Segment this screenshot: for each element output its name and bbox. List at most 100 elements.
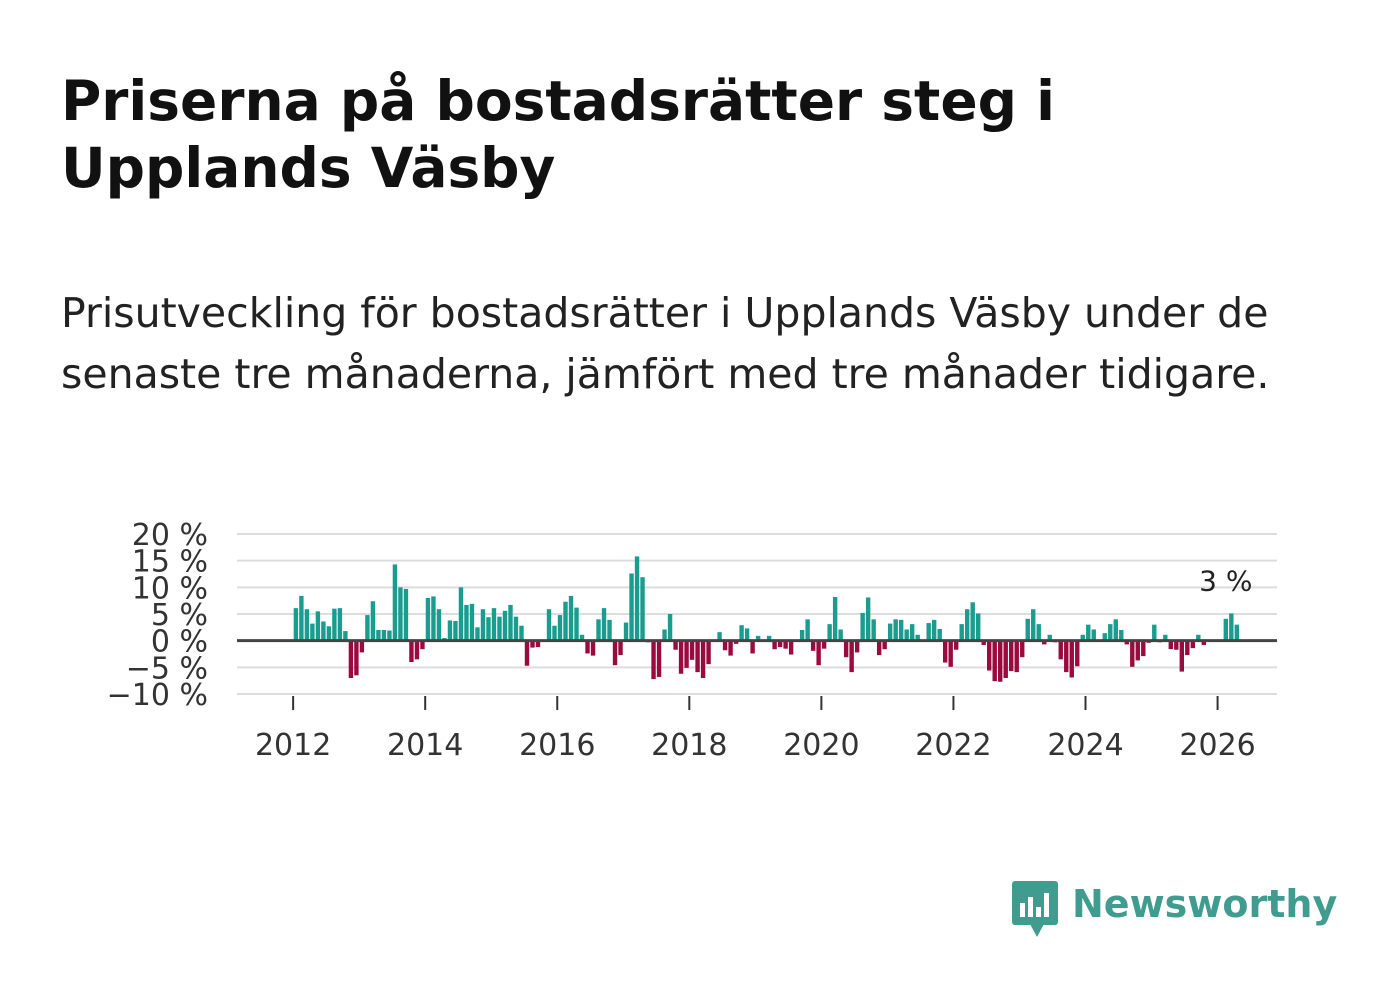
bar: [981, 640, 986, 645]
bar: [464, 604, 469, 641]
bar: [590, 640, 596, 656]
bar: [475, 627, 480, 641]
chart-subtitle: Prisutveckling för bostadsrätter i Uppla…: [61, 289, 1270, 398]
bar: [568, 595, 574, 641]
bar: [931, 619, 937, 641]
bar: [337, 608, 343, 641]
bar: [414, 640, 420, 660]
latest-value-label: 3 %: [1199, 565, 1252, 598]
bar: [491, 608, 497, 641]
y-tick-label: 5 %: [151, 598, 208, 633]
bar: [898, 619, 904, 641]
bar: [629, 573, 634, 641]
bar: [1075, 640, 1080, 667]
bar: [860, 612, 865, 641]
bar: [965, 609, 970, 641]
bar: [612, 640, 618, 666]
bar: [777, 640, 783, 648]
bar: [1025, 618, 1030, 641]
bar: [772, 640, 777, 650]
bar: [937, 628, 942, 641]
bar: [733, 640, 739, 644]
bar: [596, 619, 601, 641]
bar: [299, 595, 304, 641]
bar: [893, 619, 898, 641]
x-tick-label: 2016: [519, 728, 595, 763]
bar: [601, 608, 607, 641]
bar: [1091, 629, 1096, 641]
bar: [854, 640, 860, 653]
bar: [849, 640, 854, 673]
bar: [1179, 640, 1184, 672]
x-tick-label: 2024: [1047, 728, 1123, 763]
bar: [387, 630, 392, 641]
bar: [370, 601, 376, 641]
bar: [722, 640, 728, 651]
bar: [799, 630, 805, 641]
bar: [728, 640, 733, 656]
bar: [513, 616, 519, 641]
bar: [1196, 634, 1201, 641]
bar: [1229, 613, 1234, 641]
x-tick-label: 2026: [1179, 728, 1255, 763]
bar: [585, 640, 590, 654]
bar: [1031, 609, 1036, 641]
bar: [909, 624, 915, 641]
bar: [431, 596, 436, 641]
bar: [1234, 624, 1240, 641]
bar: [1130, 640, 1135, 667]
bar: [744, 628, 750, 641]
bar: [381, 630, 387, 641]
y-tick-label: 0 %: [151, 625, 208, 660]
x-tick-label: 2012: [255, 728, 331, 763]
bar: [1042, 640, 1047, 645]
bar: [332, 608, 337, 641]
bar: [403, 588, 409, 641]
bar: [420, 640, 425, 650]
brand-name: Newsworthy: [1072, 882, 1338, 926]
bar: [750, 640, 755, 654]
bar: [717, 632, 722, 641]
bar: [871, 619, 876, 641]
bar: [354, 640, 359, 676]
bar: [882, 640, 887, 650]
bar: [1163, 634, 1168, 641]
bar: [502, 610, 508, 641]
bar: [1108, 624, 1113, 641]
bar: [1174, 640, 1179, 650]
bar: [447, 620, 453, 641]
bar: [425, 598, 431, 641]
bar: [563, 601, 568, 641]
bar: [530, 640, 535, 648]
bar: [700, 640, 706, 678]
bar: [552, 625, 557, 641]
bar: [315, 611, 321, 641]
bar: [458, 587, 464, 641]
bar: [1223, 618, 1229, 641]
bar: [673, 640, 678, 650]
bar: [1135, 640, 1140, 661]
bar: [695, 640, 700, 673]
bar: [810, 640, 816, 651]
bar: [805, 619, 810, 641]
bar: [546, 609, 552, 641]
bar: [1152, 624, 1157, 641]
bar: [1047, 634, 1052, 641]
bar: [976, 613, 981, 641]
chart-annotation: 3 %: [1199, 565, 1252, 598]
bar: [667, 614, 673, 641]
bar: [398, 587, 403, 641]
page-title: Priserna på bostadsrätter steg i Uppland…: [61, 69, 1056, 200]
bar: [1102, 633, 1107, 641]
bar: [293, 608, 299, 641]
bar: [1190, 640, 1196, 649]
bar: [1141, 640, 1146, 657]
bar: [453, 620, 458, 641]
x-tick-label: 2018: [651, 728, 727, 763]
bar: [1036, 624, 1041, 641]
bar: [321, 621, 326, 641]
bar: [1064, 640, 1069, 673]
bar: [343, 631, 348, 641]
bar: [755, 635, 761, 641]
bar: [409, 640, 414, 662]
